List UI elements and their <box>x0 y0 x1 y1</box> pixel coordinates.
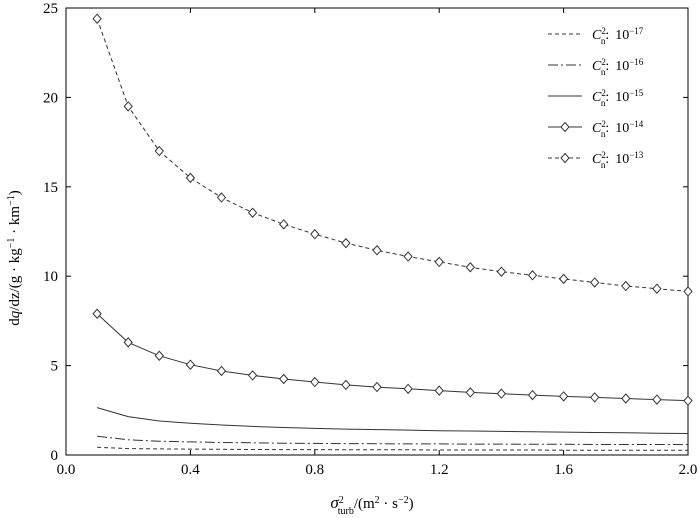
legend-label: C2 n: 10−16 <box>592 57 644 77</box>
data-point-marker <box>652 283 662 294</box>
data-point-marker <box>465 262 475 273</box>
legend: C2 n: 10−17 C2 n: 10−16 C2 n: 10−15 C2 n: 10−14 C2 n:… <box>548 26 644 170</box>
x-axis-title-sup: 2 <box>339 495 344 506</box>
data-point-marker <box>683 286 693 297</box>
data-point-marker <box>123 337 133 348</box>
data-point-marker <box>216 192 227 203</box>
data-point-marker <box>279 219 289 230</box>
legend-entry: C2 n: 10−17 <box>548 26 644 46</box>
x-axis-title-sigma: σ <box>330 493 339 512</box>
data-point-marker <box>527 389 538 401</box>
legend-label: C2 n: 10−17 <box>592 26 644 46</box>
x-axis-title: σ2 turb/(m2 · s−2) <box>330 493 413 517</box>
data-point-marker <box>434 385 444 396</box>
legend-entry: C2 n: 10−14 <box>548 119 644 139</box>
y-tick-label: 15 <box>43 180 58 196</box>
data-point-marker <box>310 376 320 388</box>
legend-marker <box>560 121 570 133</box>
data-point-marker <box>92 13 102 24</box>
series-line <box>97 446 688 451</box>
legend-entry: C2 n: 10−13 <box>548 150 644 170</box>
data-point-marker <box>247 370 258 381</box>
x-tick-label: 0.0 <box>57 462 76 478</box>
x-axis-title-unit-sup: 2 <box>375 495 380 506</box>
data-point-marker <box>154 145 164 157</box>
x-axis-title-unit-end: ) <box>409 496 414 512</box>
series-line <box>97 435 689 446</box>
x-tick-label: 1.2 <box>430 462 449 478</box>
series-line <box>96 313 689 402</box>
x-axis-title-unit: /(m <box>354 496 375 512</box>
legend-marker <box>560 152 570 164</box>
y-axis-title-sup1: −1 <box>6 238 17 249</box>
series-line <box>96 407 689 434</box>
y-tick-label: 10 <box>43 269 58 285</box>
data-point-marker <box>247 207 258 218</box>
data-point-marker <box>279 373 289 385</box>
series-2 <box>96 407 689 434</box>
y-axis-title-sup2: −1 <box>6 195 17 206</box>
legend-label: C2 n: 10−14 <box>592 119 644 139</box>
data-point-marker <box>372 381 382 393</box>
data-point-marker <box>154 350 164 362</box>
data-point-marker <box>310 228 320 240</box>
y-axis-title-rest: /dz/(g · kg <box>7 248 23 311</box>
data-point-marker <box>216 365 227 377</box>
data-point-marker <box>341 237 351 249</box>
y-axis-title-d: d <box>7 318 23 326</box>
y-axis-title-mid: · km <box>7 206 23 238</box>
data-point-marker <box>590 392 600 403</box>
plot-frame <box>65 7 689 456</box>
y-tick-label: 20 <box>43 90 58 106</box>
y-tick-label: 0 <box>51 448 59 464</box>
legend-entry: C2 n: 10−15 <box>548 88 644 108</box>
data-point-marker <box>434 256 444 268</box>
data-point-marker <box>403 251 413 262</box>
series-1 <box>97 435 689 446</box>
series-4 <box>92 13 693 297</box>
data-point-marker <box>527 270 538 281</box>
y-tick-label: 25 <box>43 1 58 17</box>
y-axis-title: dq/dz/(g · kg−1 · km−1) <box>6 190 24 325</box>
x-axis-title-sub: turb <box>338 506 354 517</box>
data-point-marker <box>496 388 507 399</box>
data-point-marker <box>558 273 569 285</box>
x-tick-label: 1.6 <box>554 462 573 478</box>
legend-label: C2 n: 10−13 <box>592 150 644 170</box>
data-point-marker <box>683 395 693 406</box>
data-point-marker <box>372 245 382 256</box>
x-tick-label: 0.8 <box>305 462 324 478</box>
data-point-marker <box>465 387 475 398</box>
data-point-marker <box>185 359 196 370</box>
data-point-marker <box>621 393 631 404</box>
series-line <box>96 18 689 292</box>
y-axis-title-q: q <box>7 310 23 318</box>
series-3 <box>92 308 693 406</box>
series-0 <box>97 446 688 451</box>
data-point-marker <box>92 308 102 320</box>
x-axis-title-unit-sup2: −2 <box>398 495 409 506</box>
data-point-marker <box>652 394 662 405</box>
x-tick-label: 2.0 <box>679 462 698 478</box>
y-axis-title-end: ) <box>7 190 23 195</box>
data-point-marker <box>403 383 413 395</box>
data-point-marker <box>185 172 196 184</box>
legend-entry: C2 n: 10−16 <box>548 57 644 77</box>
legend-label: C2 n: 10−15 <box>592 88 644 108</box>
series-layer <box>92 13 693 451</box>
data-point-marker <box>558 391 569 402</box>
plot-area: 0.0 0.4 0.8 1.2 1.6 2.0 0 5 10 15 20 25 <box>43 1 697 478</box>
x-axis-title-unit-mid: · s <box>380 496 398 512</box>
data-point-marker <box>590 277 600 288</box>
data-point-marker <box>123 101 133 112</box>
data-point-marker <box>496 266 507 277</box>
y-tick-label: 5 <box>51 359 59 375</box>
data-point-marker <box>621 280 631 292</box>
data-point-marker <box>341 379 351 391</box>
x-tick-label: 0.4 <box>181 462 200 478</box>
